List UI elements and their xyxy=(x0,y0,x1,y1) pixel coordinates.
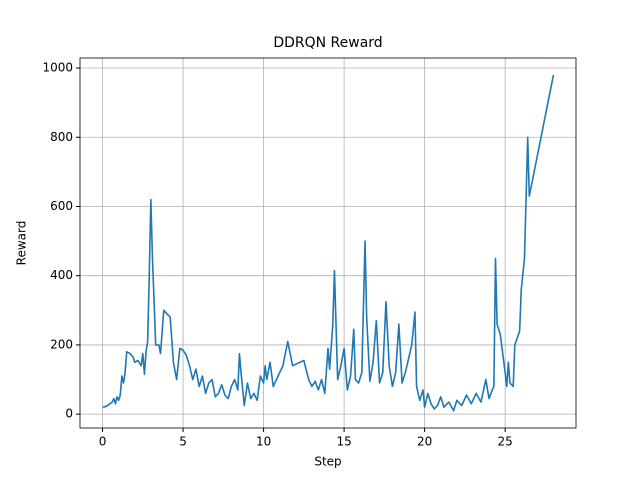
y-tick-label: 600 xyxy=(50,199,73,213)
y-tick-label: 0 xyxy=(65,407,73,421)
y-tick-label: 1000 xyxy=(42,61,73,75)
data-line xyxy=(102,74,555,412)
x-tick-label: 25 xyxy=(498,435,513,449)
x-tick-label: 20 xyxy=(417,435,432,449)
x-axis-label: Step xyxy=(314,455,341,469)
y-tick-label: 400 xyxy=(50,268,73,282)
y-tick-label: 200 xyxy=(50,337,73,351)
y-axis-label: Reward xyxy=(15,221,29,266)
chart-title: DDRQN Reward xyxy=(273,35,382,51)
plot-frame xyxy=(79,57,577,429)
y-tick-label: 800 xyxy=(50,130,73,144)
x-tick-label: 10 xyxy=(256,435,271,449)
x-tick-label: 0 xyxy=(99,435,107,449)
x-tick-label: 15 xyxy=(336,435,351,449)
x-tick-label: 5 xyxy=(179,435,187,449)
